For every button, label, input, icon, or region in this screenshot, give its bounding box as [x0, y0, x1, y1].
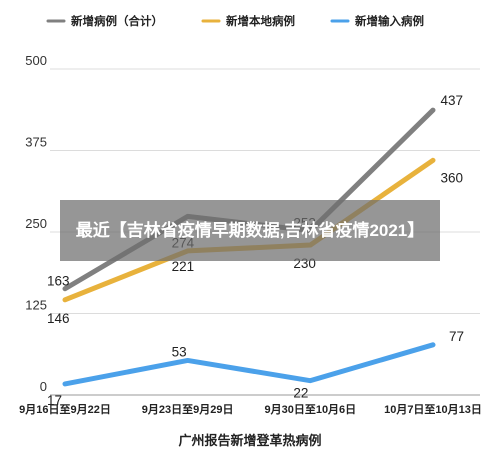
- data-label: 360: [440, 170, 463, 185]
- overlay-banner: 最近【吉林省疫情早期数据,吉林省疫情2021】: [60, 200, 440, 261]
- legend-label: 新增输入病例: [355, 14, 424, 28]
- data-label: 163: [47, 274, 70, 289]
- series-line: [62, 342, 436, 387]
- y-tick-label: 0: [40, 379, 47, 394]
- x-tick-label: 9月30日至10月6日: [264, 403, 356, 416]
- data-label: 437: [440, 93, 463, 108]
- x-tick-label: 10月7日至10月13日: [384, 403, 482, 416]
- y-tick-label: 250: [25, 216, 47, 231]
- data-label: 17: [47, 393, 62, 408]
- data-label: 53: [172, 344, 187, 359]
- data-label: 22: [293, 386, 308, 401]
- y-tick-label: 375: [25, 135, 47, 150]
- x-tick-label: 9月23日至9月29日: [142, 403, 234, 416]
- data-label: 146: [47, 311, 70, 326]
- x-tick-label: 9月16日至9月22日: [19, 403, 111, 416]
- data-label: 221: [172, 259, 195, 274]
- legend-label: 新增病例（合计）: [71, 14, 163, 28]
- overlay-text: 最近【吉林省疫情早期数据,吉林省疫情2021】: [75, 221, 425, 240]
- data-label: 77: [449, 329, 464, 344]
- y-tick-label: 125: [25, 298, 47, 313]
- legend-label: 新增本地病例: [226, 14, 295, 28]
- y-tick-label: 500: [25, 53, 47, 68]
- x-axis-title: 广州报告新增登革热病例: [178, 433, 321, 448]
